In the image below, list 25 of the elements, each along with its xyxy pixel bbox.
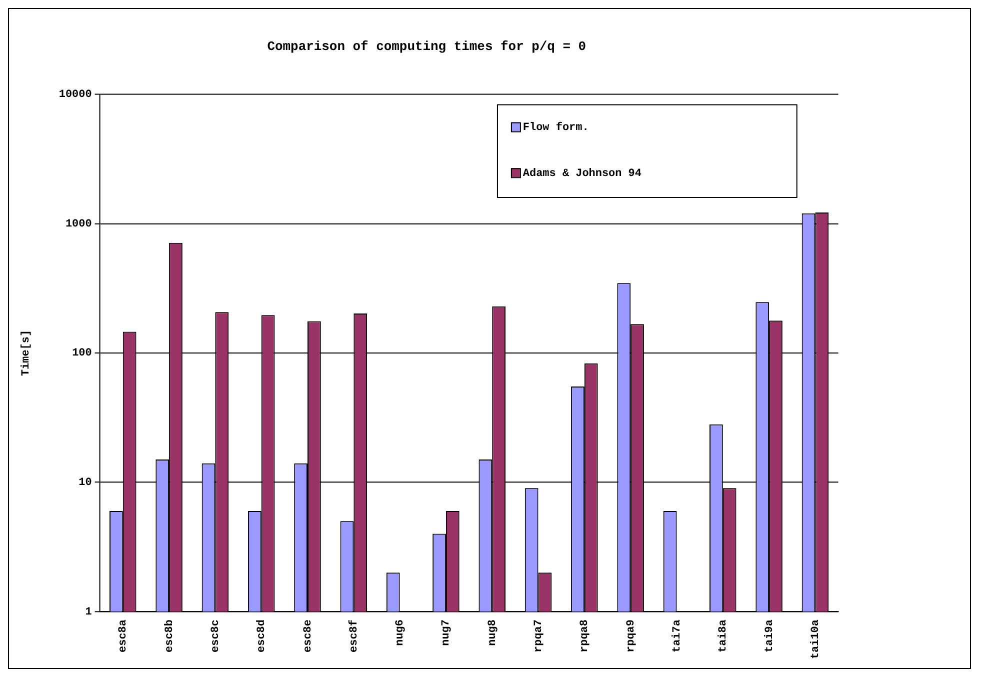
x-tick-label: tai8a	[718, 619, 730, 652]
y-axis-title: Time[s]	[20, 330, 32, 376]
x-tick-label: tai10a	[810, 619, 822, 660]
x-tick-label: esc8f	[347, 619, 360, 652]
chart-title: Comparison of computing times for p/q = 0	[267, 38, 586, 54]
x-tick-label: rpqa7	[533, 620, 546, 652]
x-tick-label: rpqa9	[625, 620, 638, 652]
x-tick-label: esc8a	[118, 619, 130, 652]
y-tick-label: 10000	[58, 89, 92, 102]
x-tick-label: nug8	[486, 620, 499, 646]
x-tick-label: esc8c	[210, 620, 222, 652]
legend-label: Adams & Johnson 94	[522, 168, 642, 180]
x-tick-label: esc8b	[164, 619, 176, 652]
x-tick-label: rpqa8	[579, 620, 592, 652]
y-tick-label: 10	[78, 477, 92, 490]
x-tick-label: tai9a	[764, 619, 776, 652]
x-tick-label: nug7	[440, 620, 453, 646]
x-tick-label: nug6	[394, 620, 407, 646]
x-tick-label: esc8d	[256, 620, 268, 652]
legend-label: Flow form.	[522, 121, 589, 134]
y-tick-label: 100	[72, 348, 92, 360]
x-tick-label: tai7a	[671, 619, 684, 652]
y-tick-label: 1	[85, 606, 92, 618]
x-tick-label: esc8e	[302, 619, 314, 652]
y-tick-label: 1000	[65, 218, 92, 230]
